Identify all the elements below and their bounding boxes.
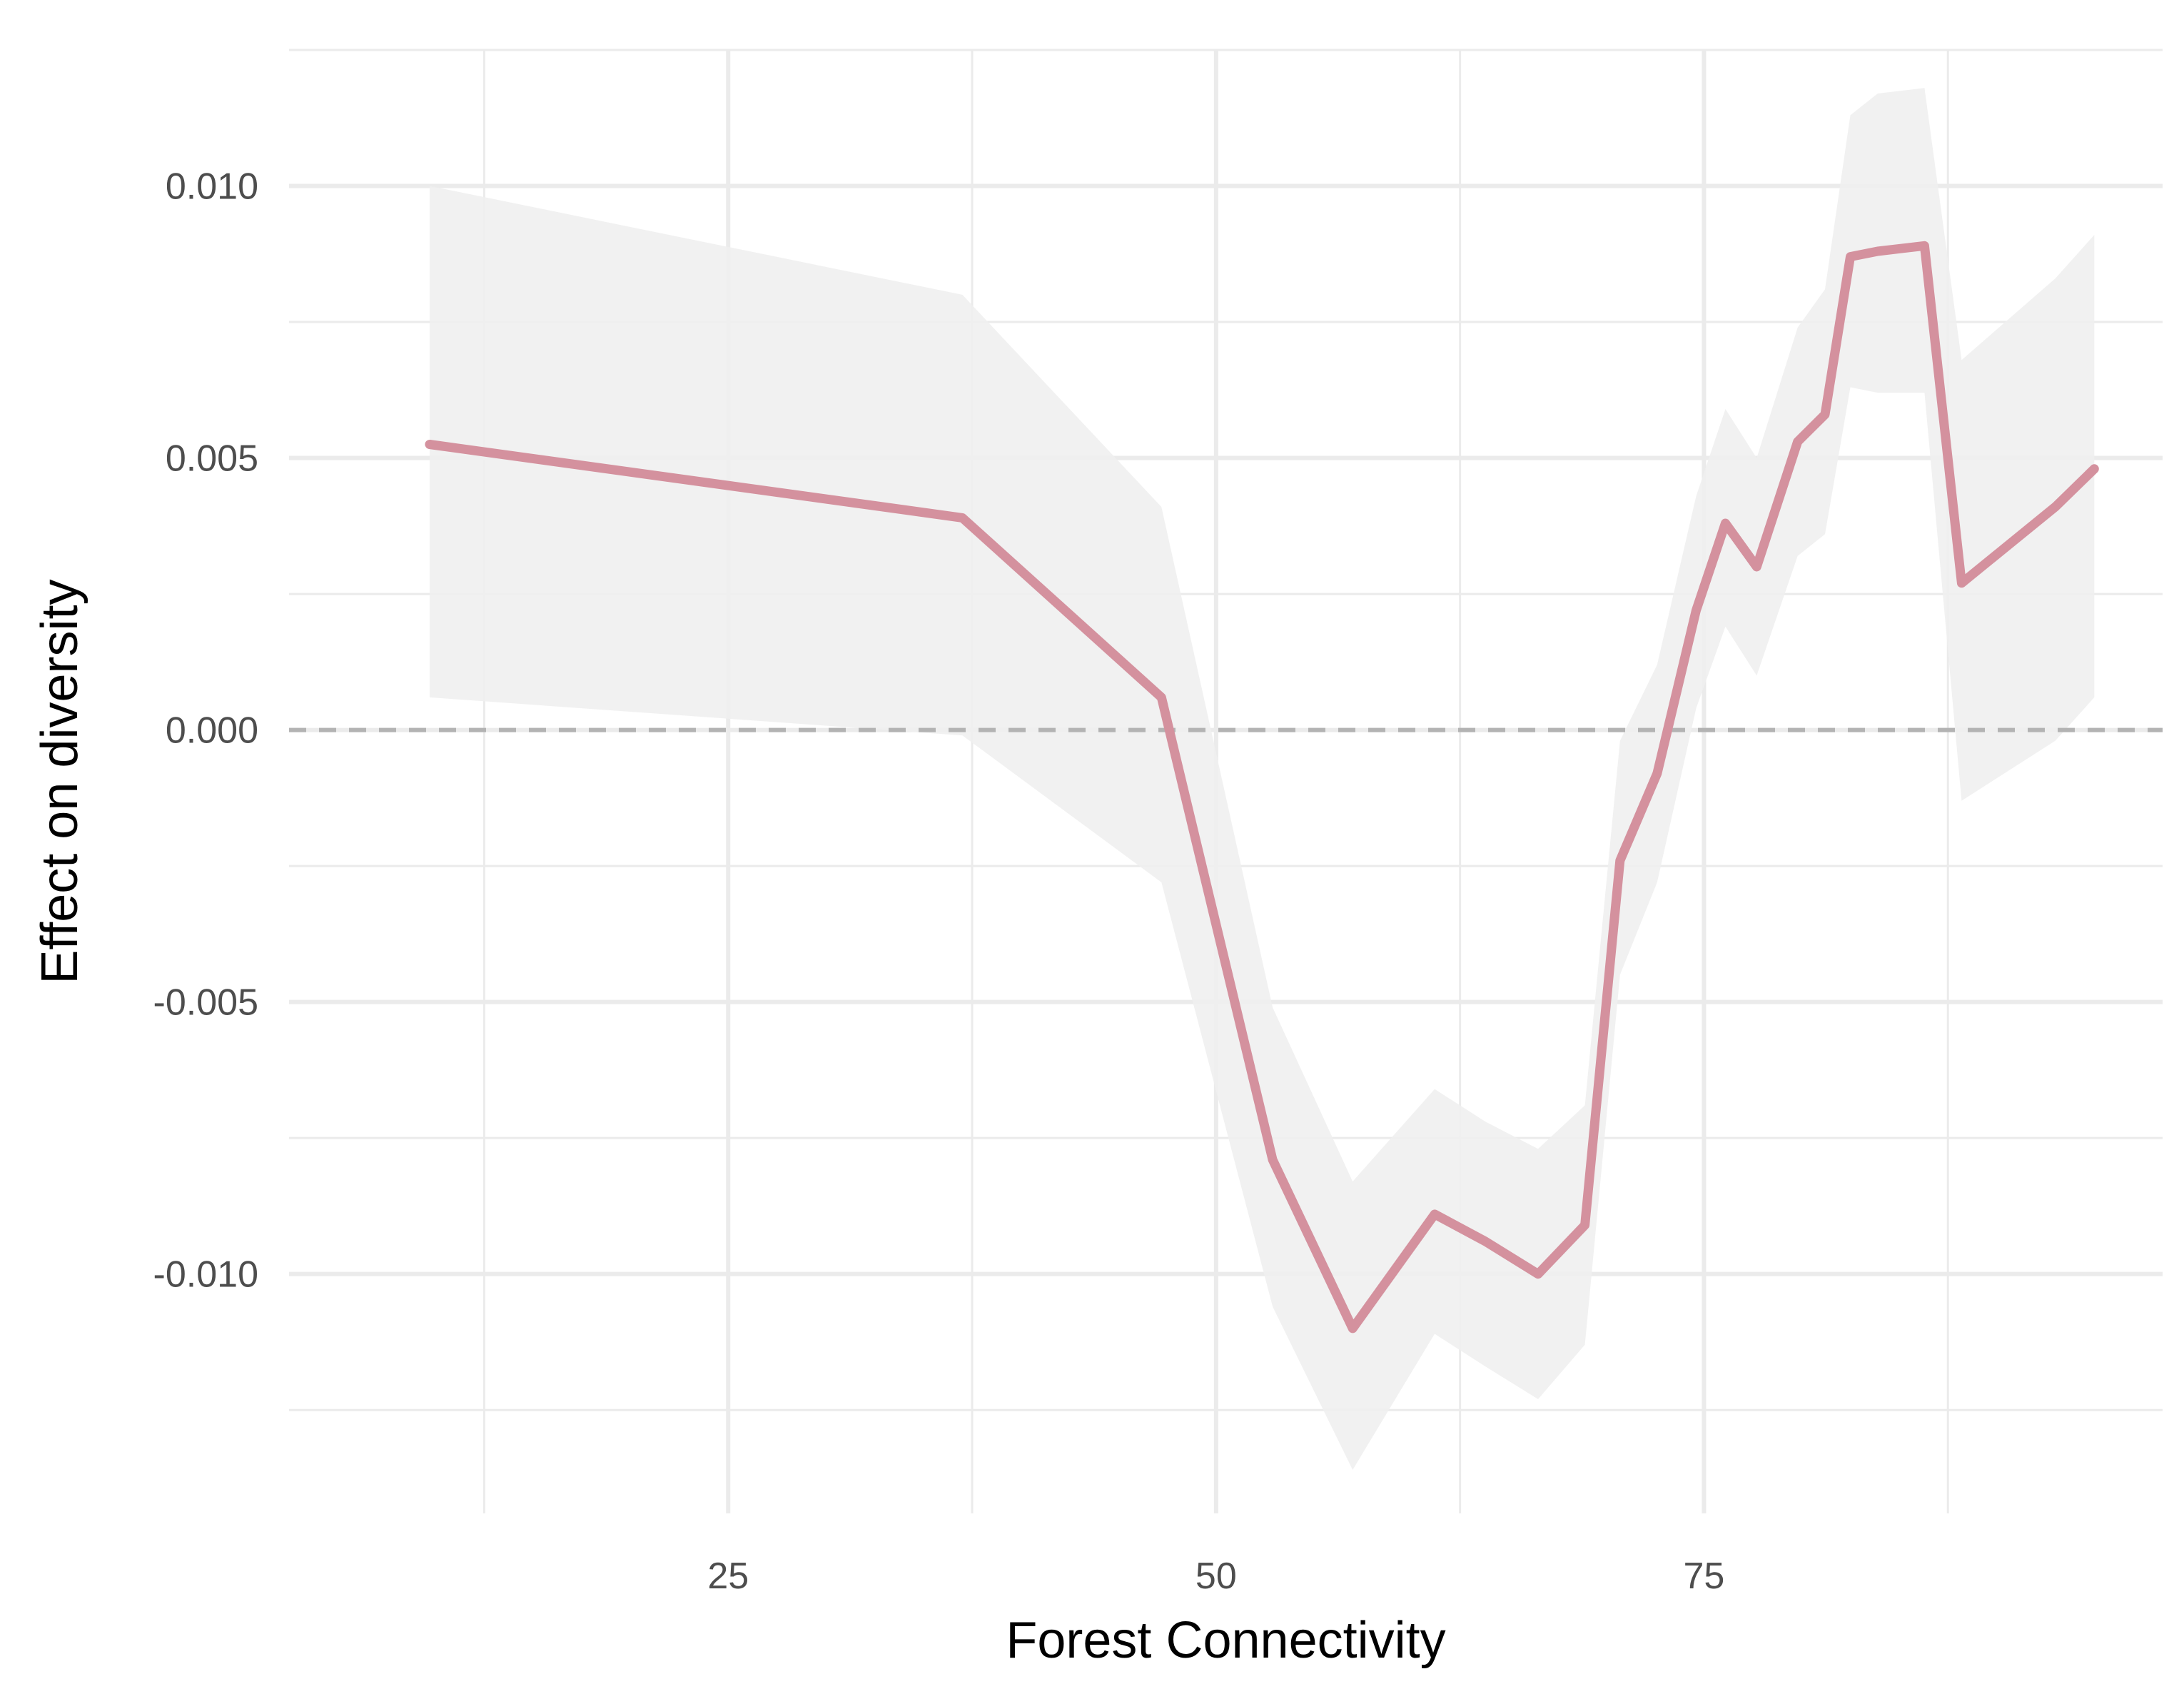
y-tick-label-2: 0.000 (166, 710, 258, 752)
x-axis-title: Forest Connectivity (1006, 1612, 1445, 1669)
y-tick-label-1: -0.005 (153, 982, 258, 1024)
x-axis-ticks: 25 50 75 (707, 1556, 1724, 1597)
y-tick-label-0: -0.010 (153, 1254, 258, 1296)
y-axis-ticks: -0.010 -0.005 0.000 0.005 0.010 (153, 166, 258, 1296)
x-tick-label-1: 50 (1195, 1556, 1237, 1597)
y-axis-title: Effect on diversity (31, 580, 89, 984)
y-tick-label-4: 0.010 (166, 166, 258, 208)
x-tick-label-2: 75 (1684, 1556, 1725, 1597)
x-tick-label-0: 25 (707, 1556, 749, 1597)
confidence-ribbon (429, 88, 2095, 1470)
series-line (425, 241, 2099, 1334)
y-tick-label-3: 0.005 (166, 438, 258, 480)
